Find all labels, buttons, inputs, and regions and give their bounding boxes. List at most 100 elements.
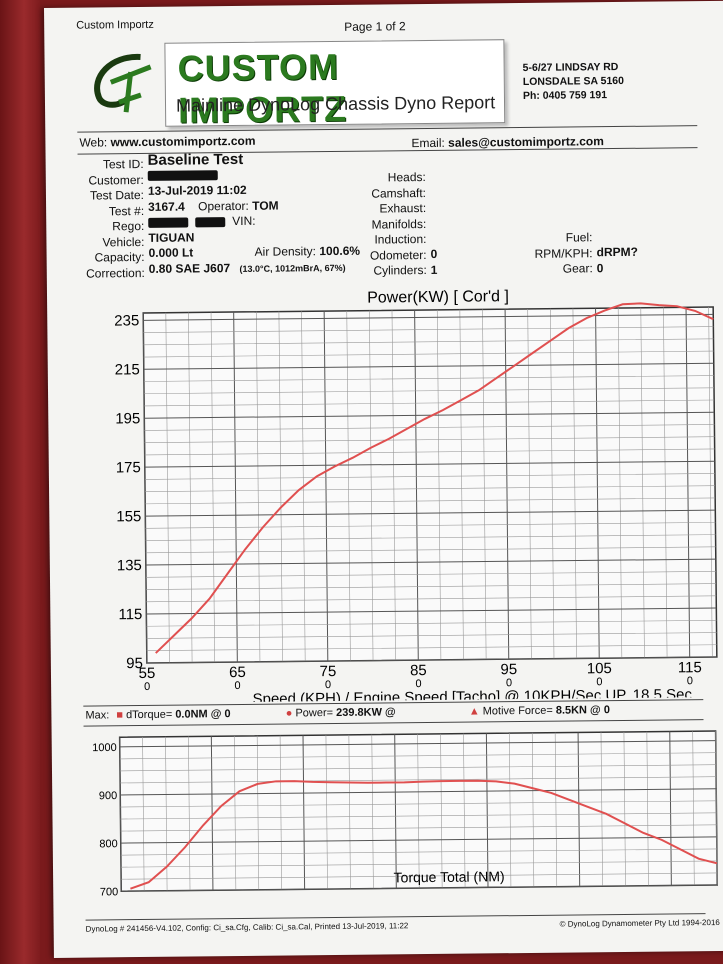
grid-line-y xyxy=(146,607,717,615)
odometer-value: 0 xyxy=(430,246,438,261)
grid-line-x xyxy=(233,312,238,663)
correction-value: 0.80 SAE J607 xyxy=(148,260,231,276)
address-line-1: 5-6/27 LINDSAY RD xyxy=(522,60,619,74)
web-value: www.customimportz.com xyxy=(110,133,256,150)
test-date-value: 13-Jul-2019 11:02 xyxy=(147,182,247,198)
grid-line-x xyxy=(165,312,170,663)
power-marker-icon: ● xyxy=(285,707,293,720)
email-label: Email: xyxy=(411,135,445,151)
grid-line-x xyxy=(715,731,718,886)
y-tick-label: 155 xyxy=(116,508,141,525)
grid-line-y xyxy=(120,824,717,832)
y-tick-label: 195 xyxy=(115,410,140,427)
grid-line-x xyxy=(279,735,283,890)
grid-line-y xyxy=(120,812,717,820)
grid-line-y xyxy=(119,740,716,748)
camshaft-label: Camshaft: xyxy=(371,185,427,201)
dtorque-label: dTorque= xyxy=(125,708,173,722)
grid-line-y xyxy=(144,460,715,468)
grid-line-y xyxy=(146,644,717,652)
vehicle-label: Vehicle: xyxy=(102,234,145,249)
induction-label: Induction: xyxy=(374,232,427,247)
grid-line-y xyxy=(146,632,717,639)
info-values-middle: 0 1 xyxy=(431,247,438,278)
grid-line-y xyxy=(143,375,714,382)
grid-line-y xyxy=(120,788,717,796)
grid-line-x xyxy=(188,312,193,663)
grid-line-x xyxy=(485,733,489,888)
y-tick-label: 1000 xyxy=(92,742,117,754)
grid-line-x xyxy=(440,733,443,888)
address-block: 5-6/27 LINDSAY RD LONSDALE SA 5160 Ph: 0… xyxy=(523,60,625,103)
footer-left: DynoLog # 241456-V4.102, Config: Ci_sa.C… xyxy=(85,921,409,934)
grid-line-y xyxy=(144,387,715,395)
gear-label: Gear: xyxy=(562,261,593,276)
grid-line-x xyxy=(142,737,145,892)
x-tick-label: 105 xyxy=(587,660,612,677)
grid-line-y xyxy=(146,619,717,627)
grid-line-x xyxy=(414,310,419,661)
x-tick-label: 115 xyxy=(678,659,702,676)
company-small-label: Custom Importz xyxy=(76,18,154,32)
grid-line-x xyxy=(119,737,122,892)
grid-line-y xyxy=(144,399,715,407)
x-sub-tick-label: 0 xyxy=(144,681,150,693)
grid-line-y xyxy=(145,485,716,492)
y-tick-label: 135 xyxy=(117,557,142,574)
grid-line-x xyxy=(482,309,487,660)
x-sub-tick-label: 0 xyxy=(325,679,331,691)
grid-line-x xyxy=(369,310,374,661)
grid-line-x xyxy=(278,311,283,662)
grid-line-x xyxy=(623,731,626,886)
operator-value: TOM xyxy=(252,198,279,213)
motive-value: 8.5KN @ 0 xyxy=(555,704,610,717)
grid-line-x xyxy=(459,309,464,660)
dtorque-value: 0.0NM @ 0 xyxy=(175,708,231,721)
grid-line-x xyxy=(554,732,558,887)
grid-line-x xyxy=(255,311,261,662)
exhaust-label: Exhaust: xyxy=(379,201,427,216)
rpm-kph-value: dRPM? xyxy=(596,244,638,260)
x-sub-tick-label: 0 xyxy=(506,677,512,689)
grid-line-x xyxy=(325,735,328,890)
rego-redacted-2 xyxy=(195,216,226,228)
x-tick-label: 75 xyxy=(319,663,336,680)
grid-line-x xyxy=(417,734,420,889)
grid-line-x xyxy=(646,731,649,886)
web-label: Web: xyxy=(79,135,108,150)
dtorque-marker-icon: ■ xyxy=(116,709,124,722)
vehicle-value: TIGUAN xyxy=(148,229,195,245)
grid-line-y xyxy=(143,362,714,370)
grid-line-x xyxy=(323,311,329,662)
manifolds-label: Manifolds: xyxy=(371,216,427,232)
grid-line-x xyxy=(346,310,351,661)
address-line-2: LONSDALE SA 5160 xyxy=(522,74,624,88)
grid-line-y xyxy=(143,350,714,358)
customer-label: Customer: xyxy=(88,172,144,188)
y-tick-label: 215 xyxy=(115,361,140,378)
footer-right: © DynoLog Dynamometer Pty Ltd 1994-2016 xyxy=(559,917,720,929)
max-label: Max: xyxy=(85,709,110,722)
correction-detail: (13.0°C, 1012mBrA, 67%) xyxy=(239,262,346,274)
x-tick-label: 95 xyxy=(500,661,517,678)
power-chart: 9511513515517519521523555065075085095010… xyxy=(114,288,718,704)
y-tick-label: 700 xyxy=(100,886,118,898)
grid-line-x xyxy=(685,307,691,658)
grid-line-y xyxy=(143,338,714,346)
folder-spine xyxy=(0,0,40,964)
capacity-label: Capacity: xyxy=(94,249,145,265)
x-sub-tick-label: 0 xyxy=(596,676,602,688)
y-tick-label: 175 xyxy=(116,459,141,476)
grid-line-x xyxy=(233,736,237,891)
motive-marker-icon: ▲ xyxy=(468,705,480,718)
odometer-label: Odometer: xyxy=(369,247,427,263)
grid-line-y xyxy=(145,571,716,578)
brand-title: CUSTOM IMPORTZ xyxy=(177,45,348,131)
dyno-report-page: Custom Importz Page 1 of 2 CUSTOM IMPORT… xyxy=(44,0,723,958)
grid-line-y xyxy=(145,534,716,541)
grid-line-x xyxy=(210,312,216,663)
grid-line-y xyxy=(146,595,717,603)
cylinders-label: Cylinders: xyxy=(373,263,427,278)
grid-line-x xyxy=(371,734,374,889)
grid-line-x xyxy=(188,736,191,891)
